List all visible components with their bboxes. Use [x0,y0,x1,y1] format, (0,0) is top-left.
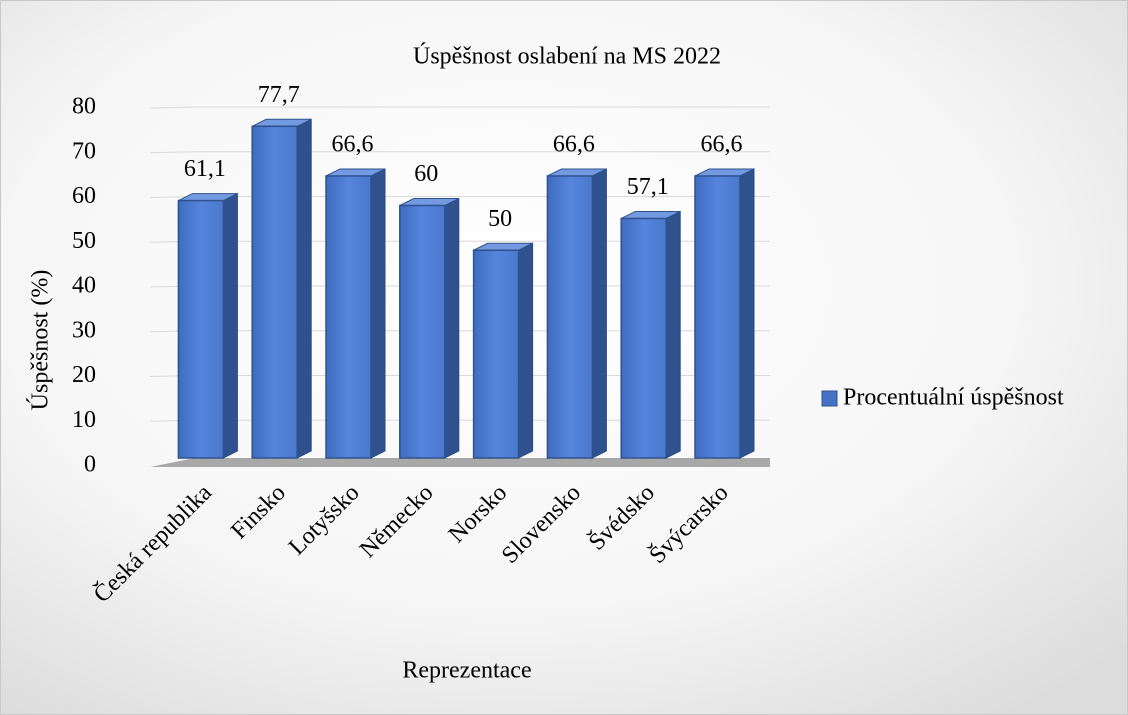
y-tick-label: 70 [72,138,96,164]
bar-side [296,118,312,459]
bar [620,217,667,459]
bar [472,249,520,459]
data-label: 61,1 [184,156,226,182]
y-tick-label: 20 [72,362,96,388]
data-label: 60 [414,161,438,187]
data-label: 77,7 [258,82,300,108]
bar [177,199,225,459]
chart-title: Úspěšnost oslabení na MS 2022 [413,43,721,70]
y-tick-label: 30 [72,317,96,343]
y-axis-title: Úspěšnost (%) [27,270,54,411]
legend-label: Procentuální úspěšnost [843,385,1064,411]
data-label: 50 [488,206,512,232]
y-tick-label: 0 [84,452,96,478]
legend-swatch [821,390,838,407]
y-tick-label: 80 [72,94,96,120]
bar [325,175,372,459]
grid-line [149,106,770,109]
data-label: 66,6 [701,131,743,157]
x-axis-title: Reprezentace [402,658,531,684]
data-label: 66,6 [332,131,374,157]
bar-side [444,197,460,459]
bar-side [222,192,238,459]
bar-side [370,168,386,459]
bar-side [518,242,534,459]
grid-line [149,151,770,154]
y-tick-label: 40 [72,273,96,299]
data-label: 66,6 [553,131,595,157]
data-label: 57,1 [627,174,669,200]
y-tick-label: 50 [72,228,96,254]
floor [150,458,770,467]
bar-side [591,168,607,459]
bar-side [665,210,681,459]
bar [251,125,298,459]
bar [399,204,446,459]
y-tick-label: 10 [72,407,96,433]
bar [694,175,741,459]
y-tick-label: 60 [72,183,96,209]
bar-side [739,168,755,459]
bar [546,175,594,459]
